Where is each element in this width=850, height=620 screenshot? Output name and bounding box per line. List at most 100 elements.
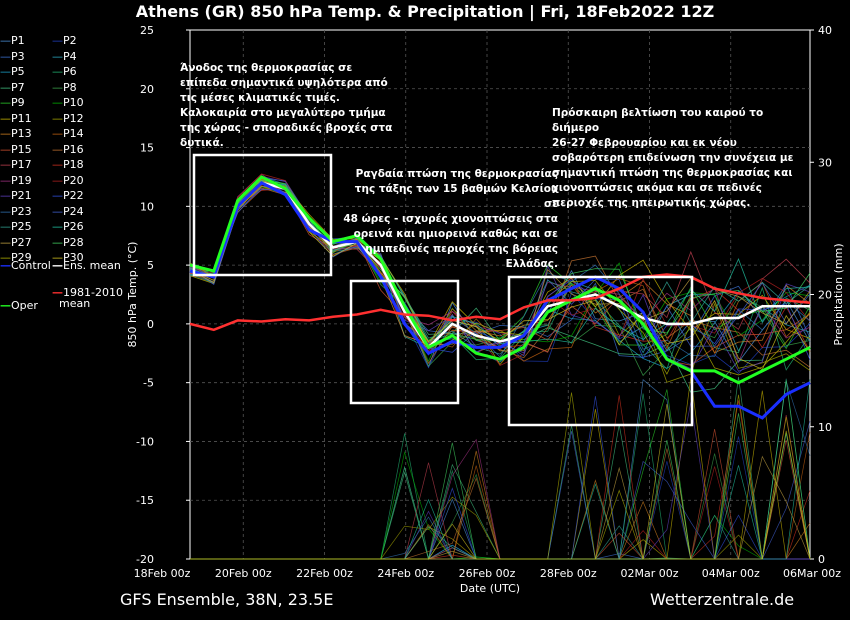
- y-tick-label: -10: [136, 435, 154, 448]
- legend-item: —P7: [0, 80, 25, 94]
- footer-site: Wetterzentrale.de: [650, 590, 795, 609]
- legend-item: —P30: [52, 251, 84, 264]
- annotation-line: ορεινά και ημιορεινά καθώς και σε: [353, 228, 558, 240]
- series-line-oper: [189, 175, 811, 385]
- annotation-line: 26-27 Φεβρουαρίου και εκ νέου: [552, 137, 737, 149]
- x-tick-label: 26Feb 00z: [459, 567, 516, 580]
- ensemble-member-line: [189, 186, 811, 363]
- legend-item: —Oper: [0, 299, 38, 312]
- x-tick-label: 24Feb 00z: [377, 567, 434, 580]
- legend-item: —P21: [0, 189, 32, 202]
- legend-item: —P20: [52, 173, 84, 187]
- y2-tick-label: 10: [818, 421, 832, 434]
- legend-item: —P10: [52, 96, 84, 109]
- annotation-line: δυτικά.: [180, 137, 224, 149]
- x-tick-label: 02Mar 00z: [620, 567, 678, 580]
- annotation-line: της τάξης των 15 βαθμών Κελσίου σε: [354, 183, 558, 210]
- annotation-warmup: Άνοδος της θερμοκρασίας σε επίπεδα σημαν…: [180, 61, 400, 151]
- legend-item: —P16: [52, 142, 84, 156]
- legend-item: —P18: [52, 158, 84, 171]
- highlight-box-warmup: [192, 153, 333, 277]
- legend-item: —P6: [52, 65, 77, 78]
- legend-item: —Control: [0, 259, 51, 272]
- series-line-1981-2010-mean: [189, 273, 811, 332]
- legend-item: —Ens. mean: [52, 259, 121, 272]
- y-tick-label: 0: [147, 318, 154, 331]
- annotation-relapse: Πρόσκαιρη βελτίωση του καιρού το διήμερο…: [552, 106, 812, 211]
- x-tick-label: 04Mar 00z: [702, 567, 760, 580]
- y-tick-label: -15: [136, 494, 154, 507]
- x-tick-label: 28Feb 00z: [540, 567, 597, 580]
- ensemble-precip-line: [190, 377, 810, 560]
- annotation-line: Ραγδαία πτώση της θερμοκρασίας: [355, 168, 558, 180]
- highlight-box-relapse: [507, 275, 694, 427]
- ensemble-precip-line: [190, 396, 810, 560]
- legend-item: —P22: [52, 189, 84, 202]
- footer-source: GFS Ensemble, 38N, 23.5E: [120, 590, 334, 609]
- legend-item: —P3: [0, 49, 25, 63]
- annotation-line: σοβαρότερη επιδείνωση την συνέχεια με: [552, 152, 794, 164]
- annotation-line: περιοχές της ηπειρωτικής χώρας.: [552, 197, 751, 209]
- legend-item: —P13: [0, 127, 32, 140]
- x-tick-label: 18Feb 00z: [134, 567, 191, 580]
- legend-item: —P12: [52, 111, 84, 125]
- annotation-line: τις μέσες κλιματικές τιμές.: [180, 92, 340, 104]
- legend-item: —P9: [0, 96, 25, 109]
- y-tick-label: 20: [140, 83, 154, 96]
- annotation-line: χιονοπτώσεις ακόμα και σε πεδινές: [552, 182, 762, 194]
- y2-tick-label: 30: [818, 156, 832, 169]
- series-line-control: [189, 180, 811, 420]
- legend-item: —P11: [0, 111, 32, 125]
- legend-item: —P4: [52, 49, 77, 63]
- legend-item: —P26: [52, 220, 84, 233]
- ensemble-precip-line: [190, 376, 810, 561]
- y-tick-label: 5: [147, 259, 154, 272]
- x-tick-label: 20Feb 00z: [215, 567, 272, 580]
- y-tick-label: -5: [143, 377, 154, 390]
- legend-item: —P19: [0, 173, 32, 187]
- y-tick-label: -20: [136, 553, 154, 566]
- annotation-line: σημαντική πτώση της θερμοκρασίας και: [552, 167, 793, 179]
- annotation-line: Ελλάδας.: [505, 258, 558, 270]
- y-tick-label: 10: [140, 200, 154, 213]
- x-tick-label: 06Mar 00z: [783, 567, 841, 580]
- chart-title: Athens (GR) 850 hPa Temp. & Precipitatio…: [135, 2, 715, 21]
- highlight-box-drop: [349, 279, 460, 405]
- ensemble-precip-line: [190, 414, 811, 560]
- annotation-line: 48 ώρες - ισχυρές χιονοπτώσεις στα: [343, 213, 558, 225]
- y2-tick-label: 20: [818, 289, 832, 302]
- ensemble-member-line: [189, 177, 811, 358]
- y-tick-label: 15: [140, 142, 154, 155]
- ensemble-precip-line: [190, 381, 811, 560]
- y2-tick-label: 0: [818, 553, 825, 566]
- y-tick-label: 25: [140, 24, 154, 37]
- legend-item: —P5: [0, 65, 25, 78]
- legend-item: —P25: [0, 220, 32, 233]
- legend-item: —P29: [0, 251, 32, 264]
- ensemble-precip-line: [190, 389, 811, 560]
- annotation-line: ημιπεδινές περιοχές της βόρειας: [365, 243, 558, 255]
- ensemble-precip-line: [190, 403, 811, 560]
- legend-item: —P14: [52, 127, 84, 140]
- legend-item: —P28: [52, 235, 84, 249]
- legend-item: —P17: [0, 158, 32, 171]
- x-axis-label: Date (UTC): [460, 582, 520, 595]
- ensemble-precip-line: [190, 402, 810, 560]
- y-axis-label: 850 hPa Temp. (°C): [126, 242, 139, 348]
- legend-item: —P23: [0, 204, 32, 218]
- legend-item: —P2: [52, 34, 77, 47]
- annotation-line: Καλοκαιρία στο μεγαλύτερο τμήμα: [180, 107, 386, 119]
- y2-axis-label: Precipitation (mm): [832, 243, 845, 345]
- annotation-line: Άνοδος της θερμοκρασίας σε: [180, 62, 353, 74]
- annotation-line: επίπεδα σημαντικά υψηλότερα από: [180, 77, 388, 89]
- legend-item: —P8: [52, 80, 77, 94]
- legend-item: —P1: [0, 34, 25, 47]
- legend-item: —P27: [0, 235, 32, 249]
- legend-item: —P24: [52, 204, 84, 218]
- y2-tick-label: 40: [818, 24, 832, 37]
- x-tick-label: 22Feb 00z: [296, 567, 353, 580]
- legend-item: —P15: [0, 142, 32, 156]
- legend-item: —1981-2010 mean: [52, 286, 123, 310]
- annotation-drop: Ραγδαία πτώση της θερμοκρασίας της τάξης…: [343, 167, 558, 272]
